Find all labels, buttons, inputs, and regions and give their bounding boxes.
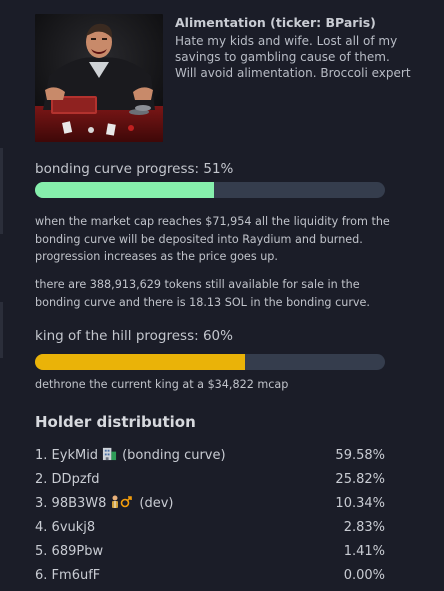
holder-distribution-title: Holder distribution	[35, 413, 196, 431]
holder-rank: 5.	[35, 543, 52, 559]
holder-row: 5. 689Pbw 1.41%	[35, 539, 385, 563]
holder-address-link[interactable]: 6vukj8	[51, 519, 96, 535]
building-icon	[102, 446, 117, 465]
left-edge-divider-bottom	[0, 302, 3, 358]
bonding-curve-progress-bar	[35, 182, 385, 198]
holder-address-link[interactable]: 689Pbw	[51, 543, 104, 559]
holder-rank: 4.	[35, 519, 52, 535]
bonding-curve-availability: there are 388,913,629 tokens still avail…	[35, 278, 370, 309]
holder-row: 1. EykMid (bonding curve) 59.58%	[35, 443, 385, 467]
holder-row: 3. 98B3W8 (dev) 10.34%	[35, 491, 385, 515]
holder-address-link[interactable]: DDpzfd	[51, 471, 100, 487]
holder-row: 4. 6vukj8 2.83%	[35, 515, 385, 539]
left-edge-divider-top	[0, 148, 3, 234]
token-name-ticker: Alimentation (ticker: BParis)	[175, 15, 376, 30]
bonding-curve-info: when the market cap reaches $71,954 all …	[35, 215, 390, 263]
developer-icon	[110, 494, 134, 513]
king-of-hill-info: dethrone the current king at a $34,822 m…	[35, 378, 289, 391]
holder-rank: 1.	[35, 447, 52, 463]
holder-address-link[interactable]: EykMid	[51, 447, 99, 463]
holder-percent: 59.58%	[335, 447, 385, 463]
holder-percent: 1.41%	[343, 543, 385, 559]
token-info: Alimentation (ticker: BParis) Hate my ki…	[175, 14, 415, 81]
holder-row: 2. DDpzfd 25.82%	[35, 467, 385, 491]
holder-tag: (dev)	[139, 495, 174, 511]
bonding-curve-progress-fill	[35, 182, 214, 198]
holder-percent: 10.34%	[335, 495, 385, 511]
king-of-hill-progress-bar	[35, 354, 385, 370]
holder-percent: 0.00%	[343, 567, 385, 583]
holder-address-link[interactable]: 98B3W8	[51, 495, 107, 511]
king-of-hill-progress-fill	[35, 354, 245, 370]
gambler-photo	[35, 14, 163, 142]
token-description: Hate my kids and wife. Lost all of my sa…	[175, 34, 411, 80]
holder-rank: 6.	[35, 567, 52, 583]
token-image	[35, 14, 163, 142]
holder-address-link[interactable]: Fm6ufF	[51, 567, 101, 583]
holder-percent: 2.83%	[343, 519, 385, 535]
king-of-hill-label: king of the hill progress: 60%	[35, 328, 233, 344]
holder-percent: 25.82%	[335, 471, 385, 487]
holder-row: 6. Fm6ufF 0.00%	[35, 563, 385, 587]
holder-list: 1. EykMid (bonding curve) 59.58% 2. DDpz…	[35, 443, 385, 587]
holder-tag: (bonding curve)	[122, 447, 226, 463]
holder-rank: 3.	[35, 495, 52, 511]
holder-rank: 2.	[35, 471, 52, 487]
bonding-curve-label: bonding curve progress: 51%	[35, 161, 234, 177]
